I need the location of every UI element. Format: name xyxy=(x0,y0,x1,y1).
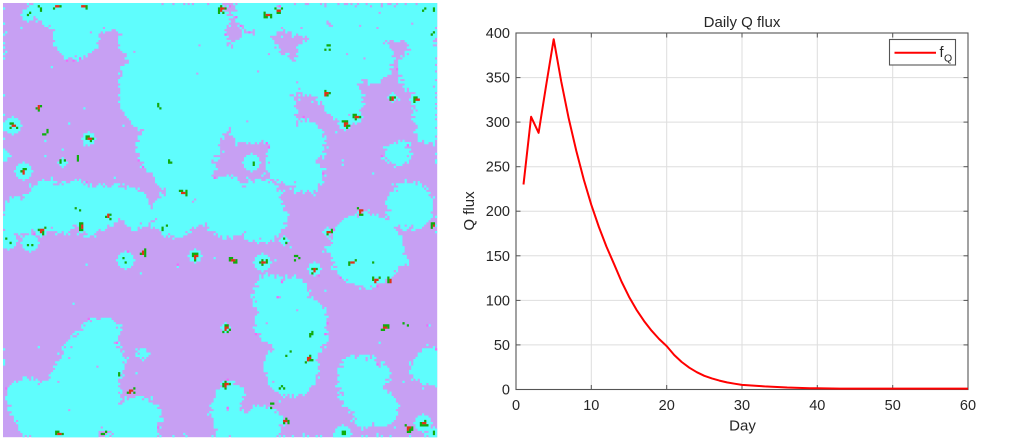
svg-text:250: 250 xyxy=(486,160,510,176)
svg-text:f: f xyxy=(940,45,945,61)
svg-text:20: 20 xyxy=(659,398,675,414)
svg-text:Q: Q xyxy=(944,53,952,65)
svg-text:10: 10 xyxy=(583,398,599,414)
svg-text:100: 100 xyxy=(486,293,510,309)
svg-text:300: 300 xyxy=(486,115,510,131)
svg-text:350: 350 xyxy=(486,71,510,87)
svg-text:0: 0 xyxy=(512,398,520,414)
svg-text:50: 50 xyxy=(885,398,901,414)
svg-text:200: 200 xyxy=(486,204,510,220)
svg-text:150: 150 xyxy=(486,249,510,265)
svg-text:60: 60 xyxy=(960,398,976,414)
svg-text:Daily Q flux: Daily Q flux xyxy=(704,14,781,31)
svg-text:40: 40 xyxy=(809,398,825,414)
svg-text:30: 30 xyxy=(734,398,750,414)
svg-text:50: 50 xyxy=(494,338,510,354)
svg-text:0: 0 xyxy=(502,383,510,399)
svg-text:Q flux: Q flux xyxy=(461,191,478,231)
svg-text:Day: Day xyxy=(729,418,756,435)
svg-text:400: 400 xyxy=(486,26,510,42)
